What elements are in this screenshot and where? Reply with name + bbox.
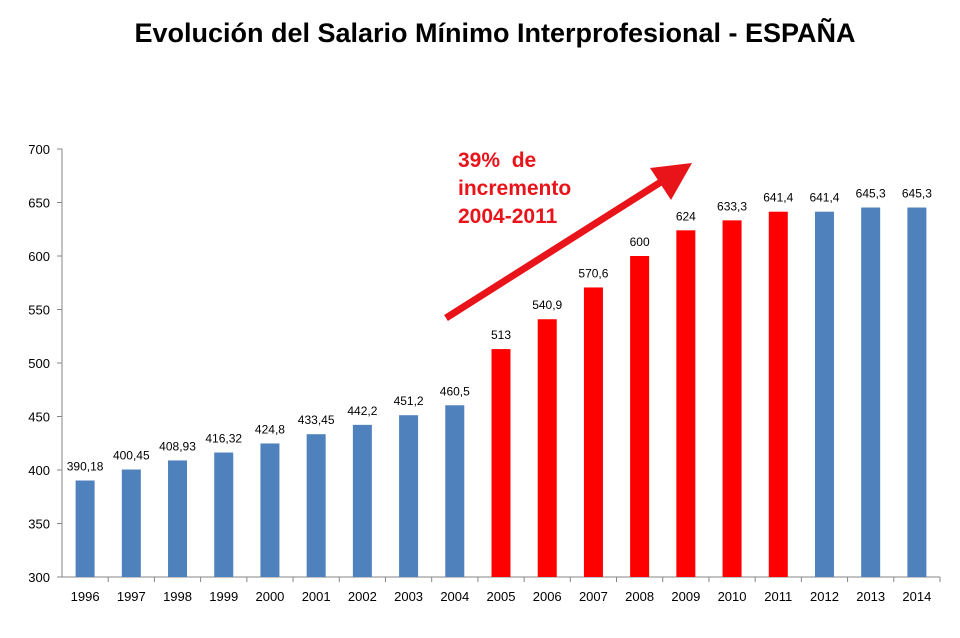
y-tick-label: 500 — [28, 356, 50, 371]
data-label: 600 — [630, 235, 650, 249]
x-tick-label: 2004 — [440, 589, 469, 604]
bar — [260, 443, 280, 577]
annotation-text-line: incremento — [458, 177, 571, 200]
bar — [168, 460, 188, 577]
chart-title: Evolución del Salario Mínimo Interprofes… — [134, 18, 856, 48]
data-label: 540,9 — [532, 298, 562, 312]
data-label: 460,5 — [440, 384, 470, 398]
y-tick-label: 400 — [28, 463, 50, 478]
x-tick-label: 2011 — [764, 589, 792, 604]
x-tick-label: 2010 — [718, 589, 747, 604]
x-tick-label: 2000 — [255, 589, 284, 604]
x-tick-label: 2007 — [579, 589, 608, 604]
bar — [722, 220, 742, 577]
bar — [399, 415, 419, 577]
x-tick-label: 1999 — [209, 589, 238, 604]
data-label: 408,93 — [159, 439, 196, 453]
y-tick-label: 300 — [28, 570, 50, 585]
x-tick-label: 1997 — [117, 589, 146, 604]
y-tick-label: 700 — [28, 142, 50, 157]
data-label: 624 — [676, 209, 696, 223]
bar — [445, 405, 465, 577]
bar — [861, 207, 881, 578]
bar — [768, 211, 788, 577]
data-label: 433,45 — [298, 413, 335, 427]
bar — [306, 434, 326, 577]
data-label: 570,6 — [578, 266, 608, 280]
data-label: 424,8 — [255, 422, 285, 436]
annotation-arrow-shaft — [444, 177, 666, 321]
bar — [907, 207, 927, 578]
data-label: 416,32 — [205, 432, 242, 446]
x-tick-label: 2005 — [487, 589, 516, 604]
x-tick-label: 2013 — [856, 589, 885, 604]
x-tick-label: 1998 — [163, 589, 192, 604]
bar — [814, 211, 834, 577]
data-label: 645,3 — [856, 187, 886, 201]
chart-annotation: 39% de incremento 2004-2011 — [444, 149, 692, 321]
bar — [75, 480, 95, 577]
bar — [214, 452, 234, 577]
x-tick-label: 2002 — [348, 589, 377, 604]
x-tick-label: 2008 — [625, 589, 654, 604]
data-label: 645,3 — [902, 187, 932, 201]
y-tick-label: 600 — [28, 249, 50, 264]
x-tick-label: 2014 — [902, 589, 931, 604]
x-tick-label: 2012 — [810, 589, 839, 604]
y-tick-label: 450 — [28, 410, 50, 425]
data-label: 513 — [491, 328, 511, 342]
data-label: 633,3 — [717, 199, 747, 213]
annotation-arrow-head — [650, 163, 692, 200]
annotation-text-line: 39% de — [458, 149, 536, 172]
data-label: 400,45 — [113, 449, 150, 463]
y-tick-label: 650 — [28, 196, 50, 211]
x-tick-label: 1996 — [71, 589, 100, 604]
data-label: 451,2 — [394, 394, 424, 408]
bar — [676, 230, 696, 577]
x-tick-label: 2001 — [302, 589, 331, 604]
y-tick-label: 350 — [28, 517, 50, 532]
data-label: 641,4 — [809, 191, 839, 205]
y-tick-label: 550 — [28, 303, 50, 318]
bar — [121, 469, 141, 577]
data-label: 442,2 — [347, 404, 377, 418]
chart-data-labels: 390,18 400,45 408,93 416,32 424,8 433,45 442,2… — [67, 187, 932, 474]
x-tick-label: 2009 — [671, 589, 700, 604]
bar — [630, 256, 650, 577]
x-tick-label: 2003 — [394, 589, 423, 604]
bar — [583, 287, 603, 577]
bar — [352, 424, 372, 577]
data-label: 641,4 — [763, 191, 793, 205]
bar — [537, 319, 557, 577]
annotation-text-line: 2004-2011 — [458, 205, 558, 228]
data-label: 390,18 — [67, 460, 104, 474]
chart-bars — [75, 207, 927, 578]
bar — [491, 349, 511, 577]
x-tick-label: 2006 — [533, 589, 562, 604]
